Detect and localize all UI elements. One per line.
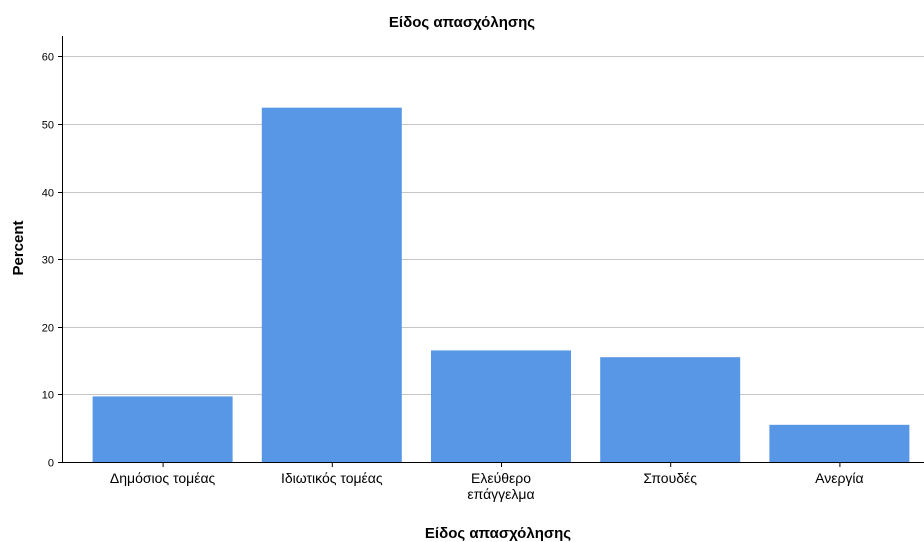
bar xyxy=(431,350,571,462)
x-tick-label: Σπουδές xyxy=(643,470,697,486)
chart-title: Είδος απασχόλησης xyxy=(389,14,535,31)
x-tick-label: Ιδιωτικός τομέας xyxy=(281,470,383,486)
y-axis-label: Percent xyxy=(10,220,27,275)
bar xyxy=(92,396,233,462)
x-tick-label: επάγγελμα xyxy=(467,486,534,502)
y-tick-label: 40 xyxy=(42,188,54,200)
y-tick-label: 20 xyxy=(42,323,54,335)
bars xyxy=(92,107,910,462)
bar xyxy=(261,107,402,462)
x-tick-labels: Δημόσιος τομέας Ιδιωτικός τομέας Ελεύθεροε… xyxy=(110,462,864,502)
bar xyxy=(600,357,741,462)
y-tick-label: 0 xyxy=(48,458,54,470)
y-tick-label: 50 xyxy=(42,120,54,132)
y-tick-labels: 0 10 20 30 40 50 60 xyxy=(42,52,62,470)
x-tick-label: Ελεύθερο xyxy=(471,470,531,486)
y-tick-label: 30 xyxy=(42,255,54,267)
x-tick-label: Δημόσιος τομέας xyxy=(110,470,216,486)
x-tick-label: Ανεργία xyxy=(815,470,864,486)
x-axis-label: Είδος απασχόλησης xyxy=(425,525,571,542)
gridlines xyxy=(62,56,924,395)
axes xyxy=(62,36,924,463)
y-tick-label: 10 xyxy=(42,390,54,402)
y-tick-label: 60 xyxy=(42,52,54,64)
bar xyxy=(769,424,910,462)
